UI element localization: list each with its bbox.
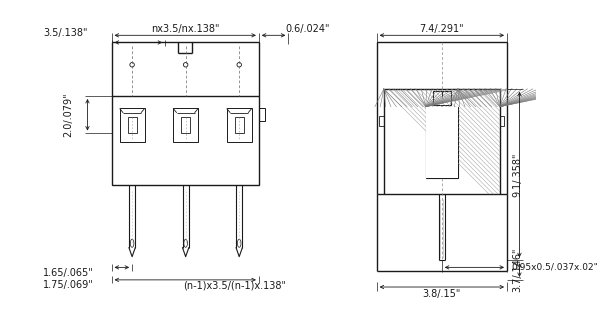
Text: nx3.5/nx.138": nx3.5/nx.138"	[151, 24, 220, 34]
Bar	[433, 91, 451, 105]
Text: 2.0/.079": 2.0/.079"	[63, 92, 73, 137]
Bar	[181, 117, 190, 134]
Text: 3.5/.138": 3.5/.138"	[43, 28, 88, 38]
Bar	[173, 109, 198, 142]
Bar	[379, 116, 384, 126]
Bar	[119, 109, 145, 142]
Text: 3.7/.146": 3.7/.146"	[512, 248, 523, 292]
Bar	[426, 107, 458, 178]
Text: 1.65/.065": 1.65/.065"	[43, 268, 94, 278]
Bar	[426, 107, 458, 178]
Bar	[384, 89, 500, 194]
Text: 3.8/.15": 3.8/.15"	[422, 289, 461, 299]
Text: 0.6/.024": 0.6/.024"	[286, 24, 330, 34]
Bar	[259, 109, 265, 121]
Bar	[112, 96, 259, 185]
Bar	[235, 117, 244, 134]
Text: 1.75/.069": 1.75/.069"	[43, 280, 94, 290]
Bar	[128, 117, 137, 134]
Bar	[227, 109, 252, 142]
Text: (n-1)x3.5/(n-1)x.138": (n-1)x3.5/(n-1)x.138"	[183, 280, 286, 290]
Text: 0.95x0.5/.037x.02": 0.95x0.5/.037x.02"	[511, 263, 598, 272]
Bar	[500, 116, 505, 126]
Text: 7.4/.291": 7.4/.291"	[419, 24, 464, 34]
Text: 9.1/.358": 9.1/.358"	[512, 152, 523, 197]
